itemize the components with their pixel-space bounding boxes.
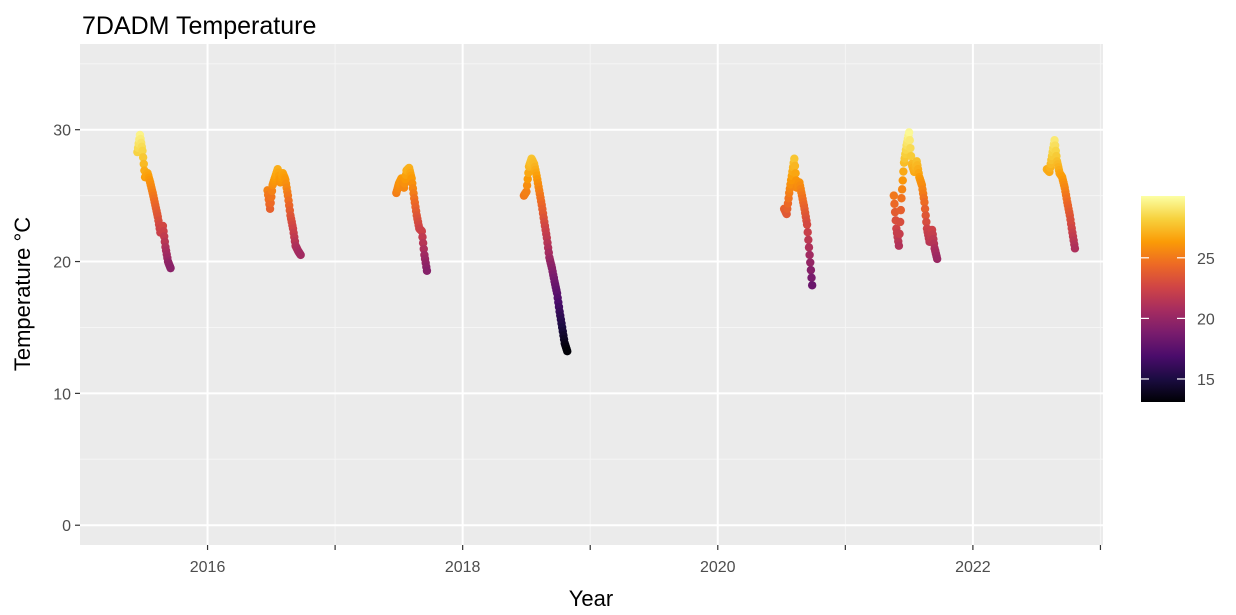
- x-tick-label: 2020: [700, 559, 736, 576]
- data-point: [804, 236, 812, 244]
- colorbar-label: 15: [1197, 372, 1215, 389]
- data-point: [790, 155, 798, 163]
- data-point: [895, 242, 903, 250]
- colorbar: [1141, 196, 1185, 402]
- data-point: [890, 191, 898, 199]
- data-point: [791, 169, 799, 177]
- y-tick-label: 20: [53, 255, 71, 272]
- x-tick-label: 2016: [190, 559, 226, 576]
- y-tick-label: 10: [53, 386, 71, 403]
- data-point: [897, 206, 905, 214]
- data-point: [808, 281, 816, 289]
- data-point: [805, 243, 813, 251]
- data-point: [933, 255, 941, 263]
- data-point: [890, 200, 898, 208]
- data-point: [1071, 244, 1079, 252]
- plot-panel: [80, 44, 1103, 545]
- data-point: [906, 136, 914, 144]
- data-point: [895, 230, 903, 238]
- data-point: [898, 185, 906, 193]
- data-point: [899, 167, 907, 175]
- data-point: [807, 273, 815, 281]
- y-tick-label: 30: [53, 123, 71, 140]
- y-axis-title: Temperature °C: [10, 217, 35, 371]
- colorbar-label: 25: [1197, 251, 1215, 268]
- x-tick-label: 2018: [445, 559, 481, 576]
- data-point: [166, 264, 174, 272]
- chart-title: 7DADM Temperature: [82, 12, 316, 40]
- data-point: [791, 162, 799, 170]
- x-axis-title: Year: [569, 586, 613, 611]
- colorbar-legend: 15 20 25: [1141, 196, 1215, 402]
- data-point: [296, 251, 304, 259]
- data-point: [905, 128, 913, 136]
- data-point: [806, 258, 814, 266]
- data-point: [805, 251, 813, 259]
- data-point: [563, 347, 571, 355]
- data-point: [899, 176, 907, 184]
- x-tick-label: 2022: [955, 559, 991, 576]
- data-point: [906, 144, 914, 152]
- data-point: [803, 220, 811, 228]
- data-point: [897, 194, 905, 202]
- data-point: [804, 228, 812, 236]
- data-point: [423, 267, 431, 275]
- data-point: [807, 266, 815, 274]
- colorbar-label: 20: [1197, 311, 1215, 328]
- data-point: [896, 218, 904, 226]
- y-tick-label: 0: [62, 518, 71, 535]
